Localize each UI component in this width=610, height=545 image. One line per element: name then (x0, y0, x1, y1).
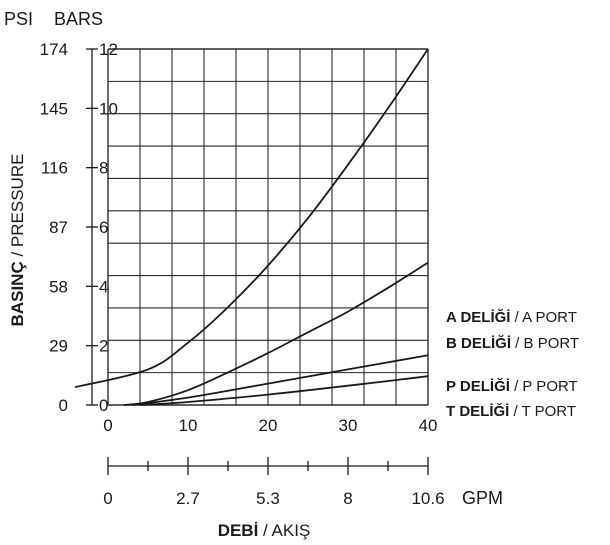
curves (74, 48, 429, 406)
y-tick-label-bars: 4 (99, 277, 108, 296)
y-tick-label-psi: 145 (40, 99, 68, 118)
y-axis-label-bold: BASINÇ (8, 261, 27, 326)
y-axis-label-rest: / PRESSURE (8, 154, 27, 262)
x-unit-gpm: GPM (462, 488, 503, 508)
y-tick-label-bars: 2 (99, 337, 108, 356)
x-axis: 0 10 20 30 40 0 2.7 5.3 8 10.6 (103, 416, 444, 508)
x-axis-label-rest: / AKIŞ (258, 521, 310, 540)
x-tick-label-gpm: 2.7 (176, 489, 200, 508)
y-tick-label-bars: 6 (99, 218, 108, 237)
y-tick-label-bars: 12 (99, 40, 118, 59)
x-axis-label-bold: DEBİ (218, 521, 259, 540)
legend-item-a-port: A DELİĞİ / A PORT (446, 308, 577, 326)
series-line-a-port (74, 48, 429, 389)
legend-item-rest: / P PORT (510, 378, 578, 395)
legend-item-bold: P DELİĞİ (446, 377, 510, 395)
legend-item-t-port: T DELİĞİ / T PORT (446, 402, 576, 420)
x-tick-label-lpm: 10 (179, 416, 198, 435)
legend-item-rest: / A PORT (510, 309, 576, 326)
legend-item-b-port: B DELİĞİ / B PORT (446, 334, 579, 352)
x-tick-label-gpm: 5.3 (256, 489, 280, 508)
x-tick-label-lpm: 40 (419, 416, 438, 435)
y-tick-label-bars: 8 (99, 159, 108, 178)
y-tick-label-psi: 29 (49, 337, 68, 356)
x-tick-label-gpm: 8 (343, 489, 352, 508)
unit-bars: BARS (54, 9, 103, 29)
y-tick-label-bars: 10 (99, 99, 118, 118)
x-tick-label-gpm: 10.6 (411, 489, 444, 508)
legend-item-bold: T DELİĞİ (446, 402, 509, 420)
y-tick-label-psi: 0 (59, 396, 68, 415)
legend-item-bold: A DELİĞİ (446, 308, 510, 326)
unit-psi: PSI (4, 9, 33, 29)
x-tick-label-gpm: 0 (103, 489, 112, 508)
y-tick-label-psi: 87 (49, 218, 68, 237)
series-line-t-port (139, 375, 429, 406)
y-tick-label-bars: 0 (99, 396, 108, 415)
legend-item-rest: / T PORT (509, 403, 576, 420)
y-tick-label-psi: 116 (41, 159, 68, 178)
x-tick-label-lpm: 30 (339, 416, 358, 435)
x-axis-label: DEBİ / AKIŞ (218, 521, 311, 540)
legend-item-rest: / B PORT (511, 335, 579, 352)
x-tick-label-lpm: 0 (103, 416, 112, 435)
y-axis-label: BASINÇ / PRESSURE (8, 154, 27, 327)
y-axis: 0 0 2 29 4 58 6 87 8 116 10 145 12 174 (40, 40, 118, 415)
legend: A DELİĞİ / A PORT B DELİĞİ / B PORT P DELİ… (446, 308, 579, 420)
legend-item-p-port: P DELİĞİ / P PORT (446, 377, 578, 395)
grid (107, 48, 429, 406)
y-tick-label-psi: 58 (49, 277, 68, 296)
series-line-b-port (123, 261, 429, 406)
legend-item-bold: B DELİĞİ (446, 334, 511, 352)
x-tick-label-lpm: 20 (259, 416, 278, 435)
y-tick-label-psi: 174 (40, 40, 68, 59)
series-line-p-port (131, 354, 429, 406)
